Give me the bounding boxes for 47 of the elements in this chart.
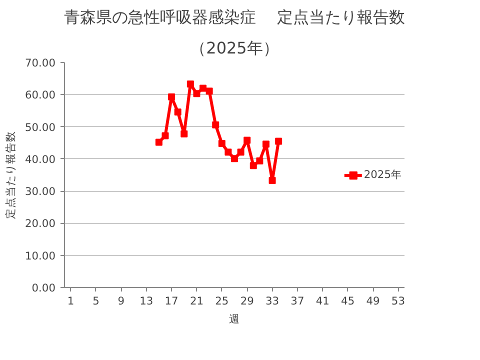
x-tick-label: 5 xyxy=(92,294,100,308)
point xyxy=(218,140,226,147)
point xyxy=(200,84,207,92)
point xyxy=(155,138,162,146)
chart-title: 青森県の急性呼吸器感染症 定点当たり報告数 xyxy=(64,8,406,26)
point xyxy=(244,136,251,144)
y-tick-label: 30.00 xyxy=(24,185,56,198)
x-tick-label: 53 xyxy=(391,294,405,308)
legend-label: 2025年 xyxy=(364,168,402,182)
y-tick-label: 70.00 xyxy=(24,56,56,70)
x-tick-label: 9 xyxy=(118,294,125,308)
x-tick-label: 25 xyxy=(215,294,229,308)
x-axis-title: 週 xyxy=(229,312,240,326)
x-tick-label: 29 xyxy=(240,294,254,308)
x-tick-label: 13 xyxy=(140,294,154,308)
point xyxy=(206,88,213,95)
point xyxy=(212,121,220,128)
point xyxy=(186,80,194,88)
point xyxy=(256,157,264,164)
point xyxy=(193,90,200,98)
point xyxy=(250,162,257,170)
point xyxy=(262,140,270,148)
y-tick-label: 40.00 xyxy=(24,152,56,166)
x-tick-label: 33 xyxy=(266,294,280,308)
y-axis-title: 定点当たり報告数 xyxy=(4,131,17,219)
x-tick-label: 1 xyxy=(67,294,74,308)
point xyxy=(268,176,276,184)
point xyxy=(162,132,169,140)
x-tick-label: 45 xyxy=(341,294,355,308)
x-tick-label: 17 xyxy=(164,294,178,308)
y-tick-label: 0.00 xyxy=(32,282,56,294)
y-tick-label: 60.00 xyxy=(24,88,56,102)
point xyxy=(231,155,238,162)
y-tick-label: 50.00 xyxy=(24,120,56,134)
point xyxy=(180,130,188,138)
x-tick-label: 37 xyxy=(290,294,304,308)
y-tick-label: 10.00 xyxy=(24,249,56,262)
point xyxy=(168,93,176,100)
y-tick-label: 20.00 xyxy=(24,217,56,230)
point xyxy=(275,138,282,145)
point xyxy=(224,148,232,156)
chart-subtitle: （2025年） xyxy=(190,38,279,58)
x-tick-label: 21 xyxy=(190,294,204,308)
point xyxy=(174,108,182,116)
point xyxy=(237,148,244,156)
x-tick-label: 49 xyxy=(366,294,380,308)
x-tick-label: 41 xyxy=(316,294,330,308)
